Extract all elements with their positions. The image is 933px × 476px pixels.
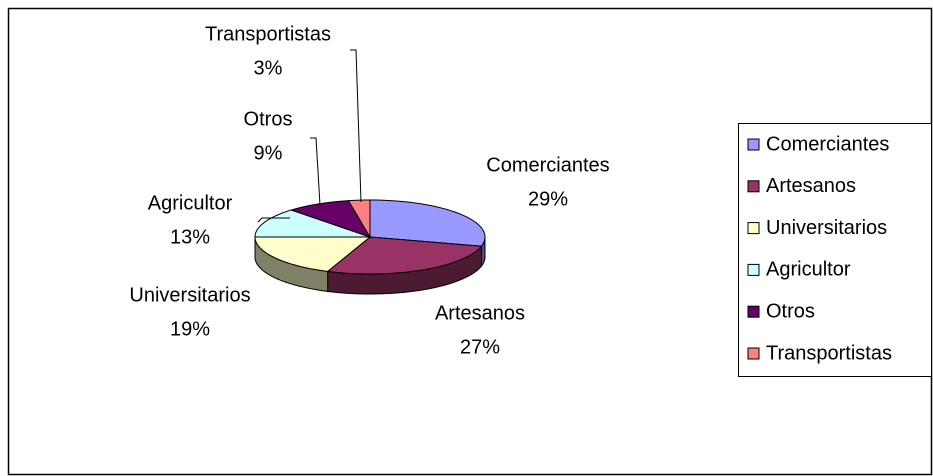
legend-swatch <box>747 222 760 235</box>
data-label-name: Agricultor <box>148 192 233 214</box>
leader-line <box>257 217 290 223</box>
data-label-value: 19% <box>170 318 210 340</box>
legend-swatch <box>747 180 760 193</box>
legend-swatch <box>747 263 760 276</box>
data-label-value: 9% <box>254 142 283 164</box>
data-label-name: Otros <box>244 108 293 130</box>
legend-label: Universitarios <box>766 217 887 239</box>
legend-label: Artesanos <box>766 175 856 197</box>
pie-slice <box>369 199 486 247</box>
data-label-value: 27% <box>460 336 500 358</box>
data-label-value: 3% <box>254 57 283 79</box>
pie-slice <box>254 209 371 238</box>
legend-box <box>738 123 932 377</box>
data-label-name: Universitarios <box>129 284 250 306</box>
data-label-value: 29% <box>528 188 568 210</box>
data-label-name: Transportistas <box>205 23 331 45</box>
legend-label: Otros <box>766 300 815 322</box>
legend-swatch <box>747 138 760 151</box>
data-label-name: Comerciantes <box>486 154 609 176</box>
leader-line <box>310 137 321 206</box>
leader-line <box>350 49 362 203</box>
pie-slice <box>254 236 372 272</box>
data-label-name: Artesanos <box>435 302 525 324</box>
pie-slice <box>326 236 483 275</box>
data-label-value: 13% <box>170 226 210 248</box>
legend-swatch <box>747 305 760 318</box>
legend-label: Transportistas <box>766 342 892 364</box>
pie-slice <box>289 200 372 238</box>
legend-label: Agricultor <box>766 259 851 281</box>
pie-slice <box>347 199 371 239</box>
legend-label: Comerciantes <box>766 133 889 155</box>
legend-swatch <box>747 347 760 360</box>
